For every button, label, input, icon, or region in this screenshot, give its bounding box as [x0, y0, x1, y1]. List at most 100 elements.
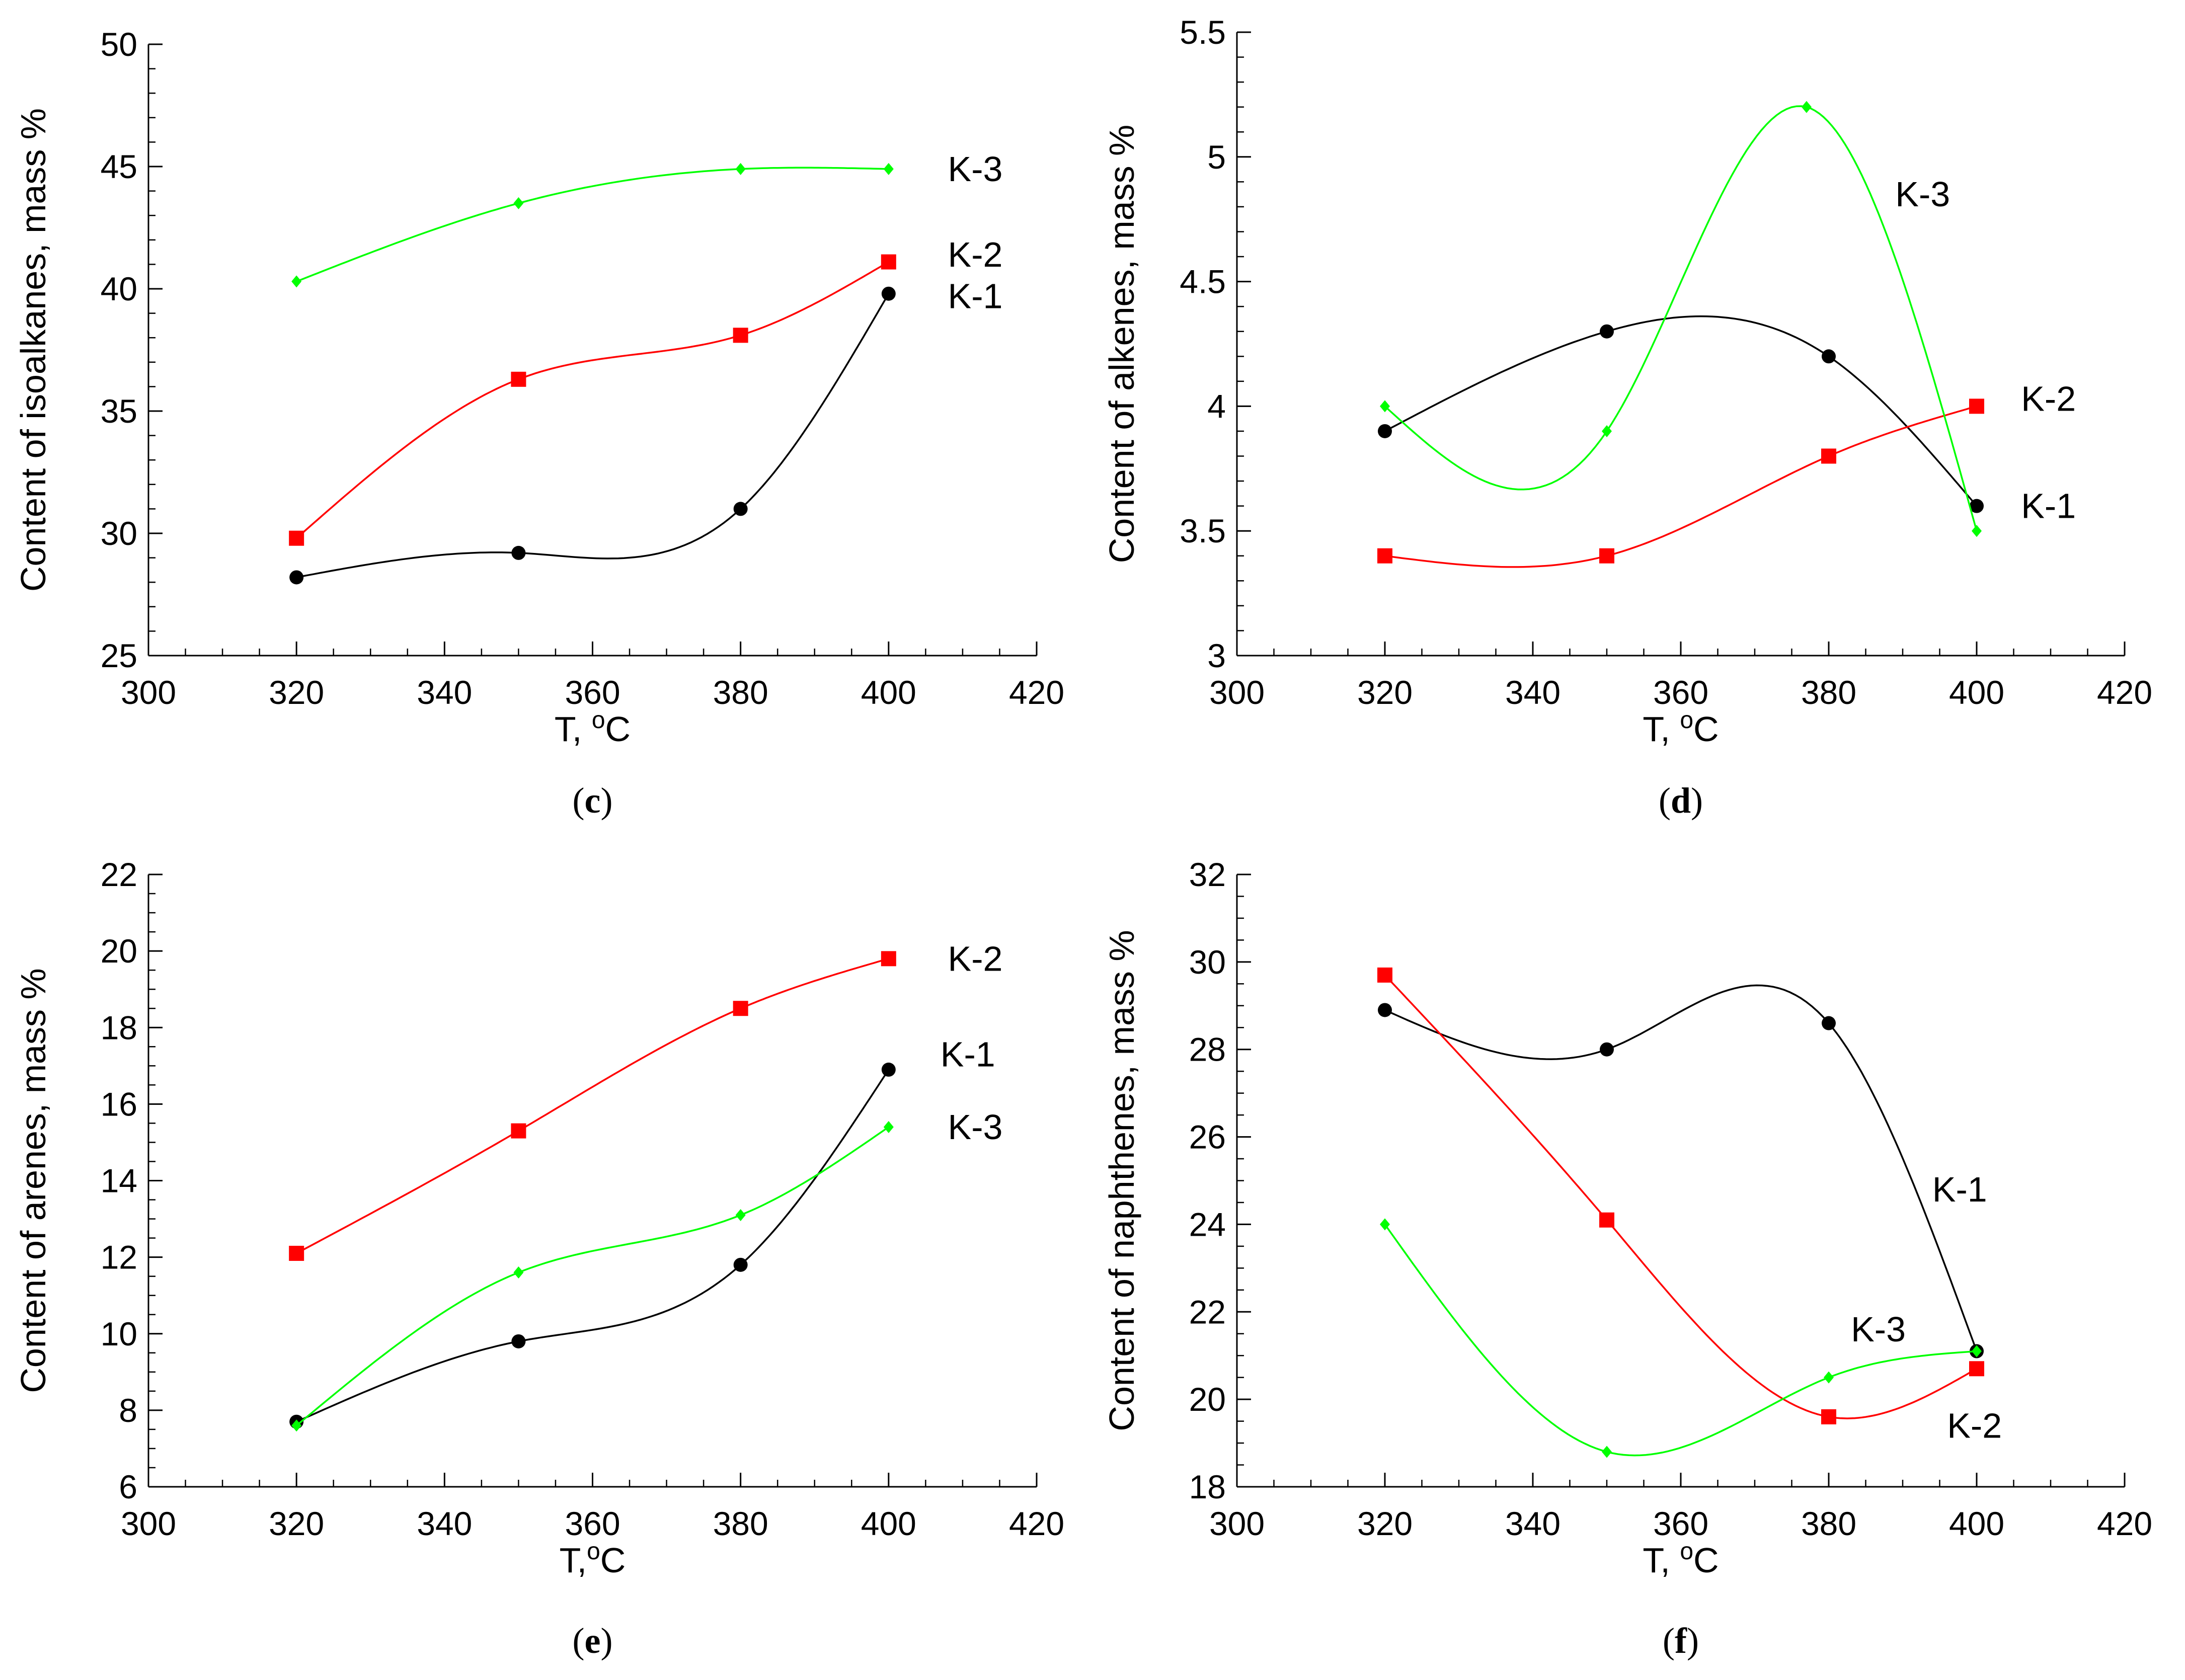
panel-caption-letter: e: [585, 1621, 601, 1661]
data-point-k-3: [883, 1121, 894, 1134]
series-label-k-2: K-2: [2021, 379, 2076, 419]
panel-caption-letter: f: [1675, 1621, 1687, 1661]
panel-caption-open: (: [573, 780, 585, 821]
x-tick-label: 360: [1653, 674, 1708, 711]
panel-caption-letter: d: [1671, 780, 1691, 821]
data-point-k-1: [733, 1257, 748, 1272]
x-axis-title-text: T,: [555, 709, 592, 749]
data-point-k-2: [1821, 448, 1836, 464]
y-tick-label: 50: [101, 26, 137, 63]
data-point-k-3: [1801, 101, 1812, 113]
x-axis-title-unit: C: [1693, 1541, 1719, 1580]
series-line-k-3: [296, 167, 889, 283]
series-line-k-1: [296, 293, 890, 579]
x-tick-label: 320: [269, 1505, 324, 1542]
data-point-k-3: [1972, 1345, 1982, 1357]
y-tick-label: 32: [1189, 856, 1226, 893]
data-point-k-2: [1821, 1409, 1836, 1424]
panel-caption-open: (: [1659, 780, 1671, 821]
data-point-k-2: [1377, 548, 1392, 564]
y-tick-label: 20: [1189, 1381, 1226, 1418]
x-axis-title-degree: o: [587, 1538, 600, 1565]
x-tick-label: 360: [565, 1505, 620, 1542]
data-point-k-3: [513, 1266, 524, 1279]
data-point-k-3: [1602, 425, 1612, 437]
series-line-k-2: [1384, 405, 1977, 568]
x-tick-label: 340: [1505, 1505, 1560, 1542]
x-axis-title: T, oC: [1643, 707, 1719, 749]
y-tick-label: 14: [101, 1162, 137, 1199]
data-point-k-1: [511, 1334, 526, 1348]
x-axis-title: T, oC: [1643, 1538, 1719, 1580]
series-label-k-1: K-1: [1932, 1170, 1987, 1209]
x-axis-title-text: T,: [560, 1541, 587, 1580]
series-line-k-2: [1384, 974, 1977, 1419]
x-tick-label: 380: [713, 674, 768, 711]
series-label-k-3: K-3: [1895, 175, 1950, 214]
x-tick-label: 320: [1357, 1505, 1413, 1542]
y-tick-label: 22: [101, 856, 137, 893]
panel-caption-letter: c: [585, 780, 601, 821]
y-tick-label: 3.5: [1180, 512, 1226, 549]
y-tick-label: 3: [1207, 637, 1226, 674]
y-axis-title: Content of alkenes, mass %: [1102, 125, 1141, 564]
series-line-k-3: [1384, 105, 1978, 531]
data-point-k-1: [1822, 1016, 1836, 1030]
x-tick-label: 380: [1801, 1505, 1856, 1542]
series-line-k-2: [296, 261, 889, 539]
data-point-k-1: [1600, 1042, 1614, 1057]
x-tick-label: 400: [1949, 1505, 2004, 1542]
x-tick-label: 360: [565, 674, 620, 711]
series-label-k-3: K-3: [948, 1107, 1003, 1147]
panel-caption-close: ): [600, 780, 612, 821]
y-tick-label: 10: [101, 1315, 137, 1352]
series-label-k-1: K-1: [948, 277, 1003, 316]
data-point-k-2: [881, 254, 896, 270]
x-tick-label: 340: [417, 674, 472, 711]
x-tick-label: 420: [2097, 1505, 2152, 1542]
data-point-k-1: [1600, 324, 1614, 339]
x-axis-title-text: T,: [1643, 709, 1680, 749]
x-tick-label: 340: [1505, 674, 1560, 711]
x-tick-label: 400: [861, 1505, 916, 1542]
x-tick-label: 380: [713, 1505, 768, 1542]
data-point-k-2: [289, 530, 304, 546]
panel-caption: (f): [1663, 1621, 1699, 1661]
data-point-k-1: [881, 286, 896, 301]
series-label-k-2: K-2: [1947, 1406, 2002, 1445]
y-tick-label: 4.5: [1180, 263, 1226, 300]
x-tick-label: 300: [121, 1505, 176, 1542]
data-point-k-1: [881, 1062, 896, 1077]
chart-panel-e: 300 320 340 360 380 400 420 6 8 10 12 14 16 18 20 22 T,o…: [14, 856, 1064, 1661]
y-tick-label: 18: [1189, 1468, 1226, 1505]
series-label-k-3: K-3: [1851, 1310, 1906, 1349]
series-line-k-3: [296, 1126, 889, 1426]
x-tick-label: 320: [269, 674, 324, 711]
y-tick-label: 16: [101, 1085, 137, 1123]
data-point-k-3: [291, 275, 302, 288]
x-axis-title: T,oC: [560, 1538, 626, 1580]
data-point-k-2: [733, 1001, 748, 1016]
y-tick-label: 40: [101, 270, 137, 307]
y-tick-label: 26: [1189, 1118, 1226, 1156]
panel-caption-open: (: [1663, 1621, 1675, 1661]
x-tick-label: 420: [1009, 1505, 1064, 1542]
y-tick-label: 45: [101, 148, 137, 185]
y-axis-title: Content of arenes, mass %: [14, 968, 53, 1393]
data-point-k-3: [513, 197, 524, 209]
series-label-k-2: K-2: [948, 235, 1003, 274]
y-tick-label: 12: [101, 1239, 137, 1276]
y-tick-label: 4: [1207, 387, 1226, 425]
series-line-k-2: [296, 957, 889, 1254]
x-tick-label: 400: [1949, 674, 2004, 711]
data-point-k-2: [733, 328, 748, 343]
x-axis-title-text: T,: [1643, 1541, 1680, 1580]
data-point-k-1: [733, 502, 748, 516]
series-label-k-2: K-2: [948, 939, 1003, 978]
data-point-k-1: [289, 570, 304, 585]
x-tick-label: 320: [1357, 674, 1413, 711]
series-line-k-1: [296, 1069, 890, 1423]
